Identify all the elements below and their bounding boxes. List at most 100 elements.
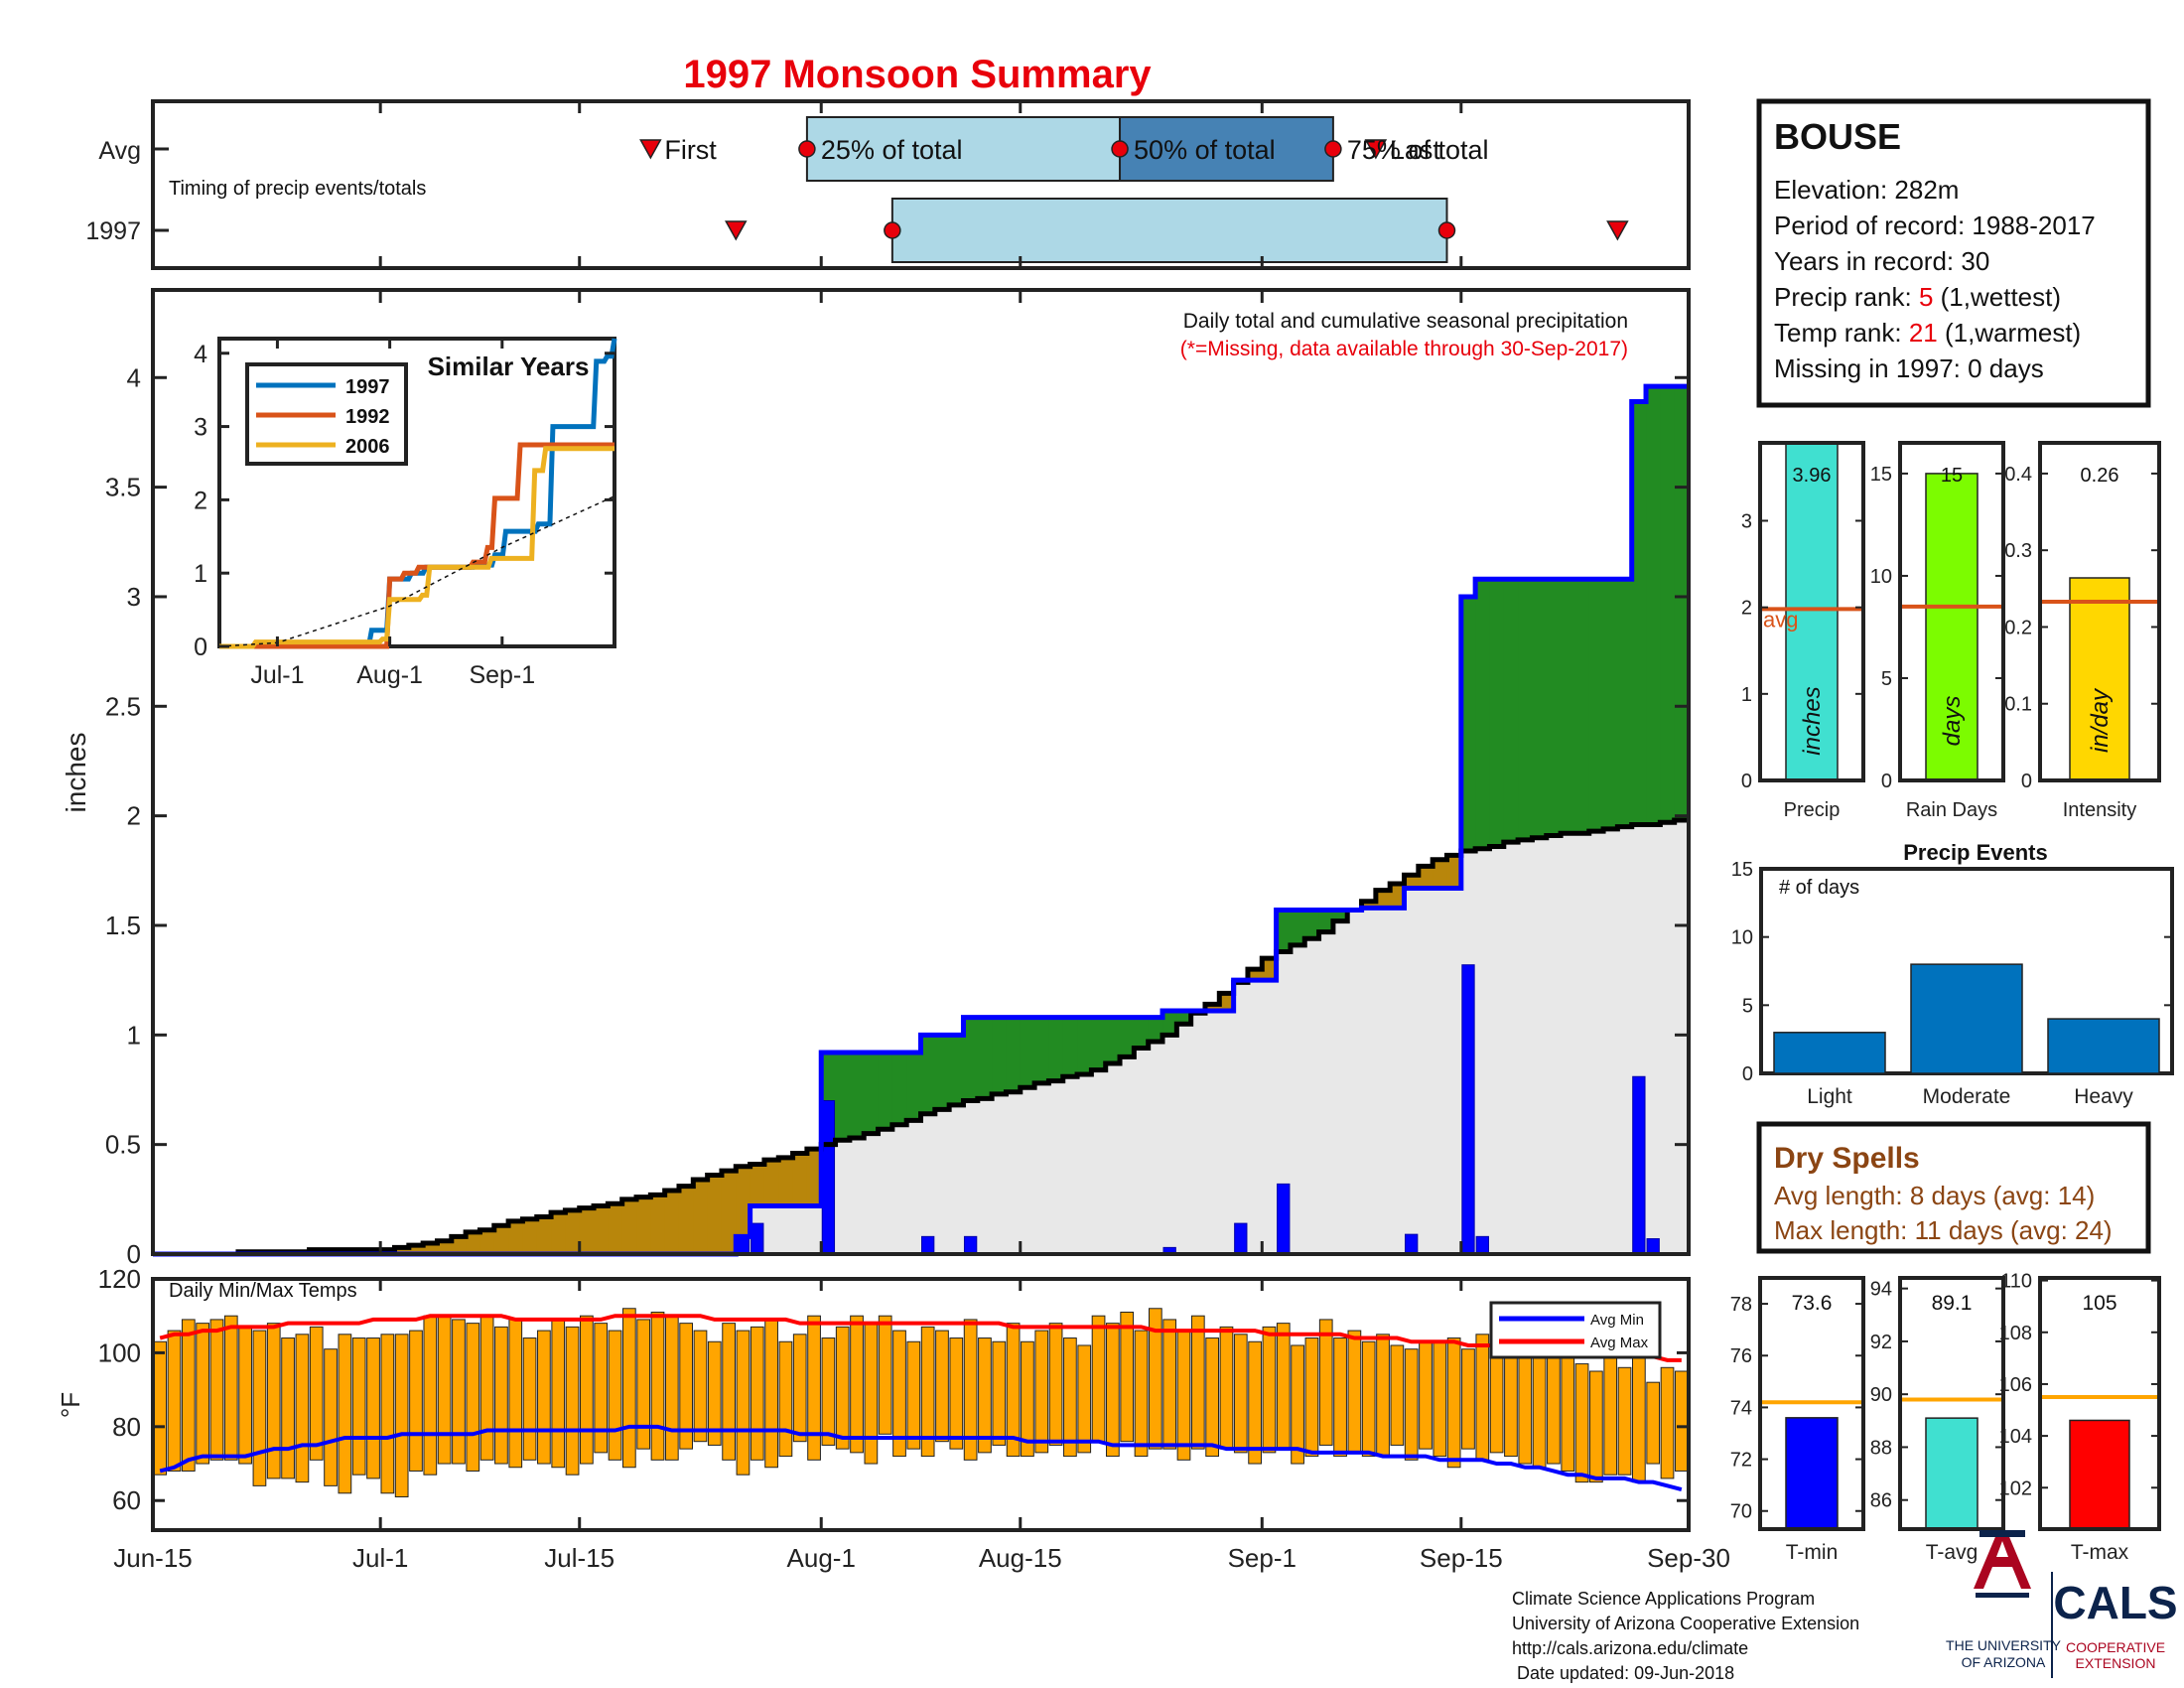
inset-xtick-label: Aug-1 [356, 661, 423, 689]
deficit-area-day [621, 1198, 637, 1254]
daily-temp-bar [1390, 1344, 1405, 1446]
deficit-area-day [451, 1236, 467, 1254]
daily-temp-bar [892, 1330, 906, 1458]
summary-ytick-label: 0 [1741, 771, 1752, 792]
daily-temp-bar [1106, 1323, 1120, 1458]
daily-temp-bar [394, 1334, 409, 1498]
daily-precip-bar [751, 1222, 764, 1255]
deficit-area-day [479, 1229, 495, 1254]
surplus-area-day [992, 1017, 1008, 1094]
surplus-area-day [1304, 910, 1320, 939]
deficit-area-day [1418, 866, 1433, 889]
deficit-area-day [721, 1171, 737, 1254]
daily-temp-bar [1006, 1323, 1021, 1458]
normal-area-day [1347, 910, 1363, 1254]
surplus-area-day [963, 1017, 979, 1101]
normal-area-day [949, 1104, 965, 1254]
daily-temp-bar [466, 1323, 480, 1472]
figure-title: 1997 Monsoon Summary [683, 53, 1152, 96]
daily-temp-bar [778, 1340, 793, 1458]
normal-area-day [1375, 908, 1391, 1254]
daily-precip-bar [921, 1235, 935, 1255]
daily-precip-bar [1405, 1233, 1419, 1255]
deficit-area-day [423, 1242, 439, 1254]
station-precip-rank: Precip rank: 5 (1,wettest) [1774, 282, 2061, 312]
daily-temp-bar [1148, 1308, 1162, 1450]
label-p50: 50% of total [1134, 135, 1276, 165]
surplus-area-day [1120, 1017, 1135, 1057]
surplus-area-day [1546, 579, 1562, 836]
cals-sub-1: COOPERATIVE [2066, 1639, 2165, 1655]
summary-ytick-label: 15 [1870, 464, 1892, 486]
station-missing: Missing in 1997: 0 days [1774, 353, 2044, 383]
label-p75: 75% of total [1347, 135, 1489, 165]
summary-unit: days [1939, 696, 1966, 747]
avg-last-marker [1364, 139, 1388, 160]
normal-area-day [1518, 839, 1534, 1254]
inset-xtick-label: Sep-1 [469, 661, 535, 689]
daily-temp-bar [565, 1326, 580, 1476]
daily-temp-bar [338, 1334, 352, 1494]
surplus-area-day [1062, 1017, 1078, 1077]
summary-bars: 0 1 2 3 3.96 inches Precip avg 0 5 10 15 15 days Rain … [1741, 441, 2161, 821]
daily-temp-bar [380, 1334, 395, 1494]
daily-temp-bar [1190, 1315, 1205, 1450]
temp-caption: Daily Min/Max Temps [169, 1280, 357, 1302]
surplus-area-day [1617, 579, 1633, 827]
event-ytick-label: 15 [1731, 859, 1753, 881]
station-years: Years in record: 30 [1774, 246, 1989, 276]
daily-temp-bar [792, 1334, 807, 1443]
daily-temp-bar [650, 1311, 665, 1461]
dry-spells-max: Max length: 11 days (avg: 24) [1774, 1215, 2113, 1245]
event-bar-heavy [2047, 1018, 2160, 1074]
surplus-area-day [1503, 579, 1519, 843]
precip-ytick-label: 0.5 [105, 1130, 141, 1160]
deficit-area-day [508, 1220, 524, 1254]
daily-temp-bar [409, 1330, 423, 1472]
summary-chart-1: 0 5 10 15 15 days Rain Days [1870, 441, 2005, 821]
daily-temp-bar [1276, 1323, 1291, 1450]
precip-ytick-label: 4 [127, 362, 141, 392]
event-category-label: Moderate [1923, 1085, 2011, 1108]
daily-temp-bar [1547, 1351, 1561, 1465]
xtick-label: Jul-15 [544, 1543, 614, 1573]
temp-panel: 60 80 100 120 Daily Min/Max Temps °F Avg Mi… [56, 1264, 1730, 1573]
precip-ytick-label: 3.5 [105, 473, 141, 502]
surplus-area-day [1006, 1017, 1022, 1092]
precip-events-ylabel: # of days [1779, 877, 1859, 899]
station-info-box: BOUSE Elevation: 282m Period of record: … [1756, 98, 2151, 408]
deficit-area-day [1404, 875, 1420, 889]
normal-area-day [963, 1100, 979, 1254]
temp-summary-value: 105 [2082, 1292, 2116, 1315]
deficit-area-day [551, 1212, 566, 1254]
temp-summary-bar [2069, 1419, 2130, 1530]
daily-temp-bar [835, 1326, 850, 1450]
station-period: Period of record: 1988-2017 [1774, 211, 2096, 240]
inset-legend-1992: 1992 [345, 406, 390, 428]
normal-area-day [1489, 846, 1505, 1254]
summary-label: Precip [1784, 799, 1841, 821]
daily-temp-bar [324, 1348, 338, 1486]
temp-summary-ytick-label: 92 [1870, 1332, 1892, 1353]
normal-area-day [1404, 888, 1420, 1254]
label-last: Last [1390, 135, 1441, 165]
deficit-area-day [1446, 855, 1462, 889]
normal-area-day [1134, 1048, 1150, 1254]
daily-temp-bar [963, 1319, 978, 1461]
daily-temp-bar [522, 1337, 537, 1461]
daily-temp-bar [1304, 1337, 1319, 1458]
label-first: First [664, 135, 717, 165]
normal-area-day [1617, 826, 1633, 1254]
inset-legend: 1997 1992 2006 [245, 362, 408, 466]
inset-avg-line [218, 495, 615, 647]
temp-summary-ytick-label: 106 [1999, 1374, 2032, 1396]
deficit-area-day [792, 1153, 808, 1206]
surplus-area-day [1077, 1017, 1092, 1075]
summary-label: Rain Days [1906, 799, 1997, 821]
temp-summary-bar [1925, 1417, 1979, 1530]
event-category-label: Light [1807, 1085, 1852, 1108]
legend-avg-max: Avg Max [1590, 1335, 1649, 1351]
normal-area-day [1561, 833, 1576, 1254]
event-bar-moderate [1910, 963, 2023, 1074]
daily-temp-bar [479, 1315, 494, 1461]
